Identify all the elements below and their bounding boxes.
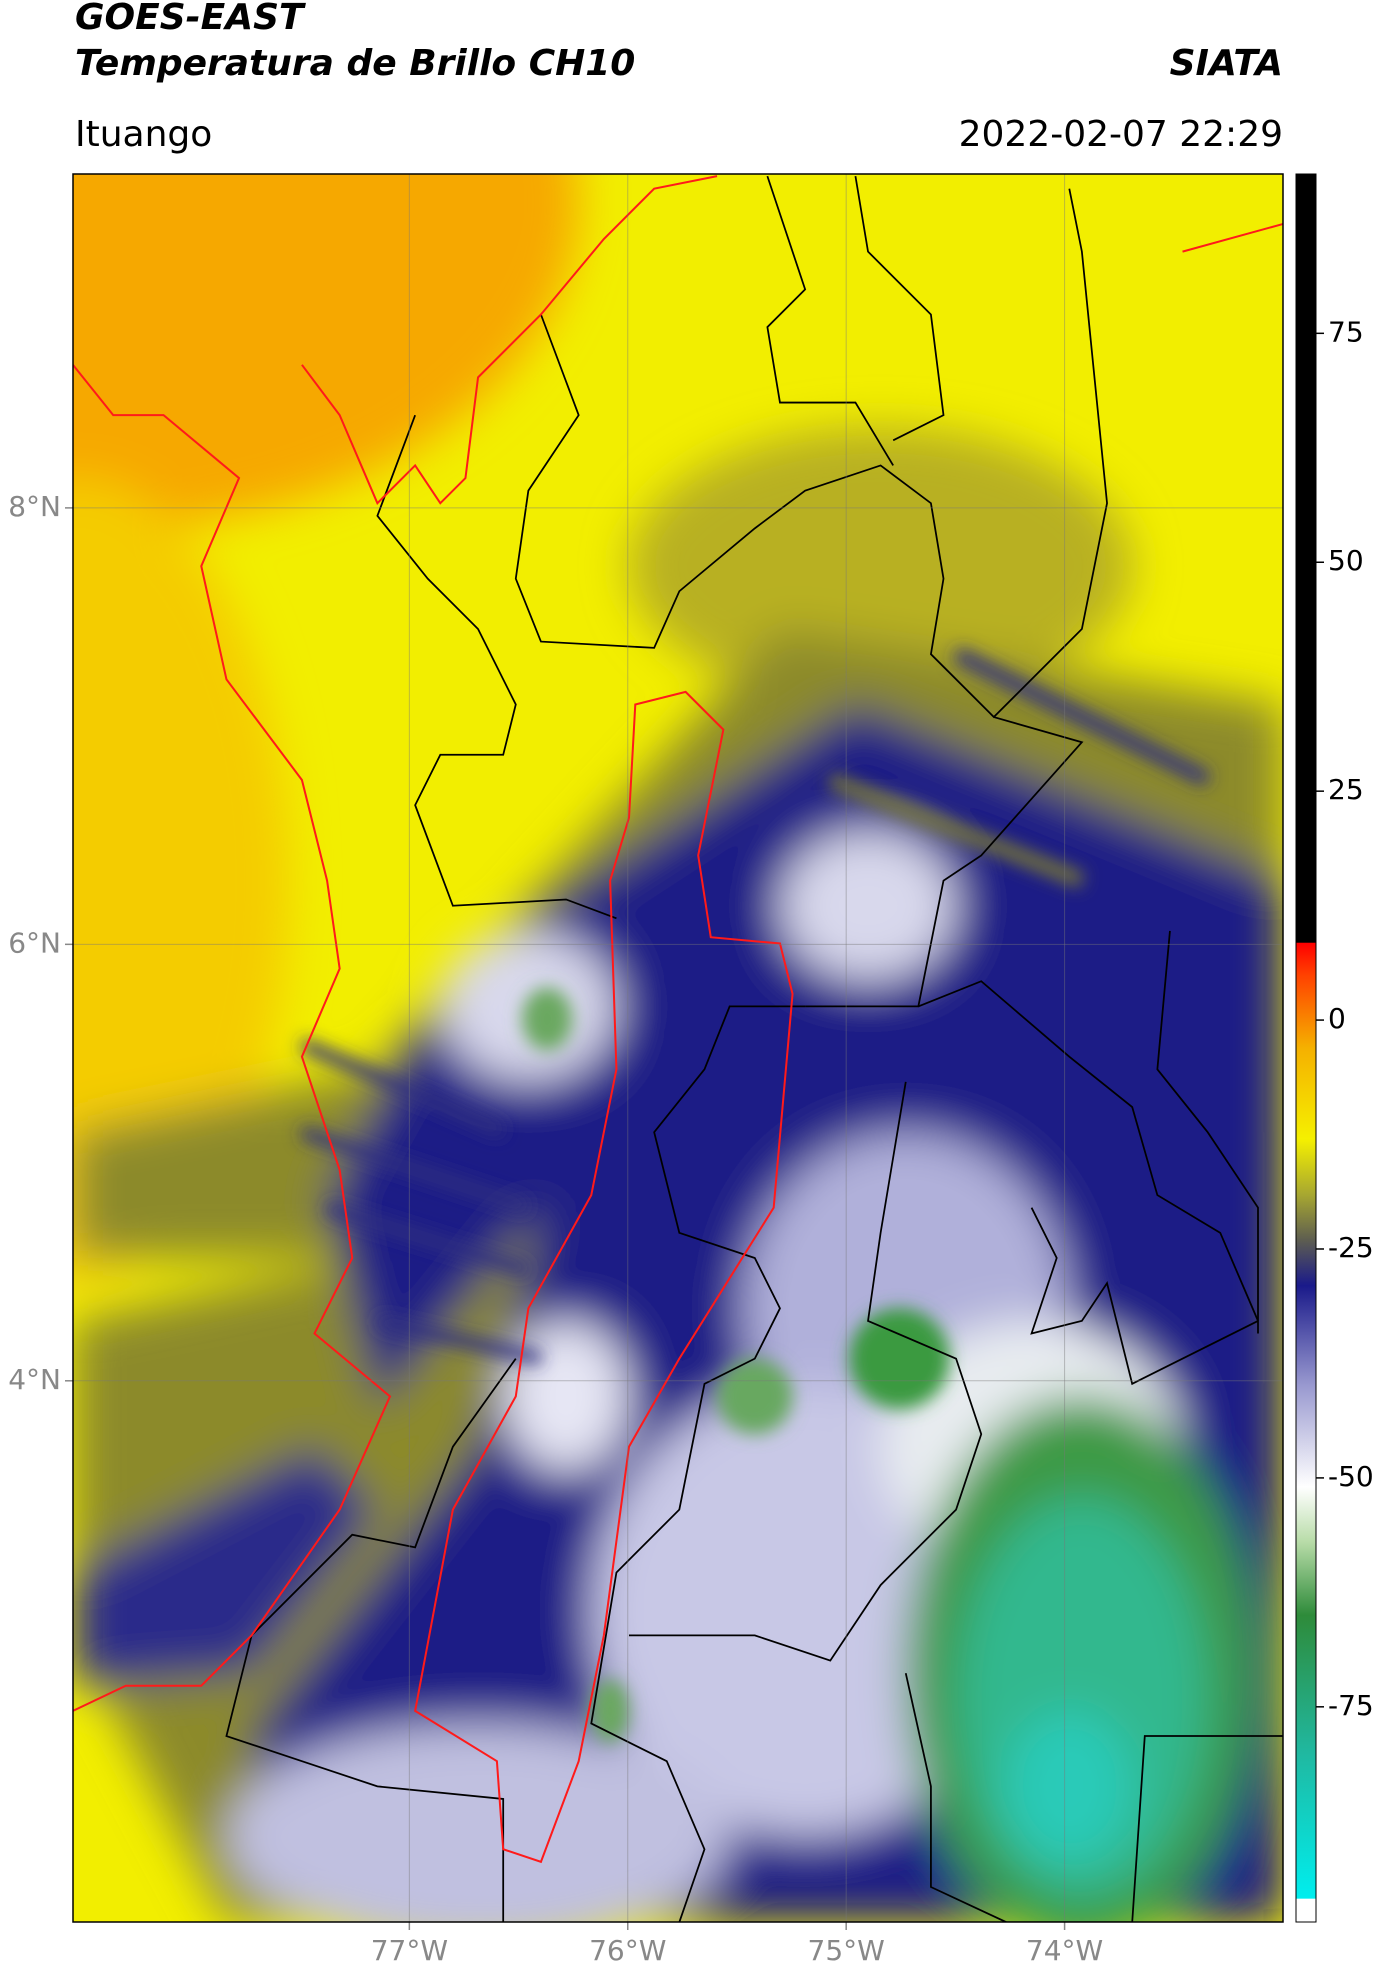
colorbar: 75 50 25 0 -25 -50 -75 — [1295, 173, 1374, 1923]
x-tick-label: 74°W — [1026, 1934, 1103, 1967]
colorbar-tick-label: -75 — [1328, 1689, 1374, 1722]
y-tick-label: 4°N — [8, 1363, 61, 1396]
graticule: 77°W 76°W 75°W 74°W 8°N 6°N 4°N — [8, 174, 1283, 1967]
colorbar-tick-label: 50 — [1328, 544, 1364, 577]
colorbar-tick-label: 25 — [1328, 773, 1364, 806]
y-tick-label: 6°N — [8, 926, 61, 959]
map-frame — [72, 173, 1284, 1923]
colorbar-ramp — [1295, 173, 1317, 1923]
colorbar-tick-label: 0 — [1328, 1002, 1346, 1035]
title: GOES-EAST — [75, 0, 306, 38]
colorbar-tick-label: -25 — [1328, 1231, 1374, 1264]
colorbar-tick-label: 75 — [1328, 315, 1364, 348]
x-tick-label: 77°W — [371, 1934, 448, 1967]
source: SIATA — [1170, 43, 1283, 84]
satellite-image — [73, 174, 1283, 1922]
datetime: 2022-02-07 22:29 — [959, 114, 1283, 155]
location: Ituango — [75, 114, 212, 155]
colorbar-tick-label: -50 — [1328, 1460, 1374, 1493]
subtitle: Temperatura de Brillo CH10 — [75, 43, 635, 84]
y-tick-label: 8°N — [8, 490, 61, 523]
x-tick-label: 75°W — [808, 1934, 885, 1967]
x-tick-label: 76°W — [589, 1934, 666, 1967]
